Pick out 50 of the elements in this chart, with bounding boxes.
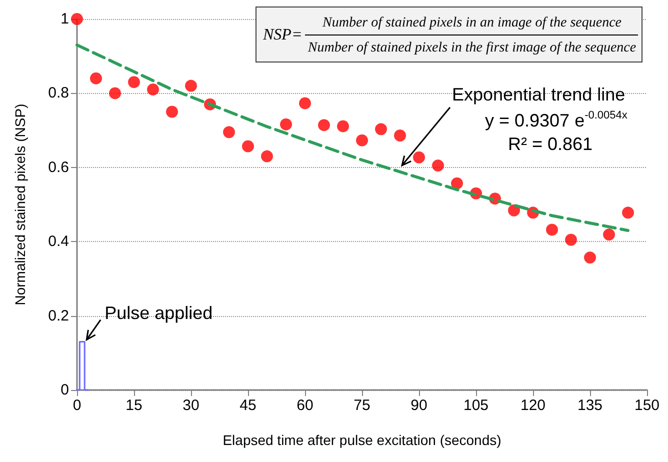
point xyxy=(337,120,349,132)
point xyxy=(147,83,159,96)
x-tick-label: 75 xyxy=(354,397,370,414)
x-tick-label: 60 xyxy=(296,397,314,414)
annotation: R² = 0.861 xyxy=(508,134,593,154)
point xyxy=(318,119,330,132)
annotation: Pulse applied xyxy=(104,302,213,323)
point xyxy=(185,80,197,92)
x-tick-label: 105 xyxy=(463,397,489,414)
point xyxy=(128,76,140,88)
point xyxy=(508,204,520,216)
point xyxy=(356,134,368,146)
point xyxy=(451,177,463,190)
x-tick-label: 0 xyxy=(72,397,82,414)
point xyxy=(413,151,425,164)
point xyxy=(432,160,444,172)
point xyxy=(261,150,273,162)
annotation: Exponential trend line xyxy=(452,84,626,104)
point xyxy=(546,224,558,236)
point xyxy=(603,228,615,241)
point xyxy=(584,252,596,264)
x-tick-label: 150 xyxy=(634,397,660,414)
y-tick-label: 1 xyxy=(60,10,69,28)
y-axis-title: Normalized stained pixels (NSP) xyxy=(12,104,28,306)
annotation: NSP= xyxy=(262,26,302,44)
y-tick-label: 0.4 xyxy=(48,233,69,250)
point xyxy=(223,126,235,138)
point xyxy=(394,129,406,142)
point xyxy=(280,118,292,130)
x-tick-label: 45 xyxy=(240,397,256,414)
y-tick-label: 0.6 xyxy=(48,158,69,176)
annotation: Number of stained pixels in an image of the sequence xyxy=(322,16,622,30)
point xyxy=(242,140,254,152)
point xyxy=(622,206,634,219)
x-tick-label: 30 xyxy=(182,397,200,414)
x-tick-label: 15 xyxy=(126,397,142,414)
x-tick-label: 120 xyxy=(520,397,546,414)
x-axis-title: Elapsed time after pulse excitation (seconds) xyxy=(222,432,502,448)
point xyxy=(90,72,102,84)
point xyxy=(166,106,178,118)
point xyxy=(109,87,121,100)
x-tick-label: 90 xyxy=(410,397,428,414)
point xyxy=(299,97,311,110)
y-tick-label: 0.2 xyxy=(48,307,69,324)
y-tick-label: 0.8 xyxy=(48,84,69,102)
x-tick-label: 135 xyxy=(577,397,603,414)
y-tick-label: 0 xyxy=(60,382,69,398)
annotation: Number of stained pixels in the first image of the sequence xyxy=(306,40,636,56)
point xyxy=(565,234,577,246)
point xyxy=(375,123,387,136)
